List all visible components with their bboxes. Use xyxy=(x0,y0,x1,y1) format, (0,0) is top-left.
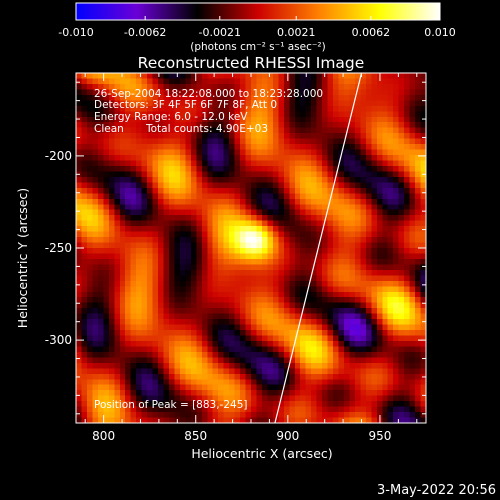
info-clean: Clean xyxy=(94,123,124,135)
heatmap-plot-area xyxy=(76,73,426,423)
info-detectors: Detectors: 3F 4F 5F 6F 7F 8F, Att 0 xyxy=(94,99,277,111)
info-block: 26-Sep-2004 18:22:08.000 to 18:23:28.000… xyxy=(94,88,323,135)
colorbar-tick-label: 0.0062 xyxy=(352,26,391,39)
y-tick-label: -250 xyxy=(45,241,72,255)
info-energy: Energy Range: 6.0 - 12.0 keV xyxy=(94,111,248,123)
colorbar xyxy=(75,2,441,21)
x-tick-label: 950 xyxy=(368,429,391,443)
x-tick-label: 800 xyxy=(92,429,115,443)
colorbar-tick-label: -0.010 xyxy=(58,26,93,39)
x-tick-label: 850 xyxy=(184,429,207,443)
y-tick-label: -200 xyxy=(45,149,72,163)
info-counts: Total counts: 4.90E+03 xyxy=(145,123,268,135)
colorbar-units-label: (photons cm⁻² s⁻¹ asec⁻²) xyxy=(190,41,325,53)
heatmap-image xyxy=(76,73,426,423)
info-time: 26-Sep-2004 18:22:08.000 to 18:23:28.000 xyxy=(94,88,323,100)
colorbar-ticks: -0.010 -0.0062 -0.0021 0.0021 0.0062 0.010 xyxy=(58,16,456,39)
colorbar-tick-label: -0.0021 xyxy=(199,26,241,39)
info-peak: Position of Peak = [883,-245] xyxy=(94,399,248,411)
y-axis-label: Heliocentric Y (arcsec) xyxy=(15,188,30,328)
colorbar-tick-label: -0.0062 xyxy=(124,26,166,39)
x-axis-label: Heliocentric X (arcsec) xyxy=(191,446,332,461)
axes: 800 850 900 950 -200 -250 -300 xyxy=(45,73,426,443)
colorbar-tick-label: 0.010 xyxy=(424,26,456,39)
x-tick-label: 900 xyxy=(276,429,299,443)
footer-date: 3-May-2022 20:56 xyxy=(377,483,496,498)
chart-title: Reconstructed RHESSI Image xyxy=(138,54,365,72)
limb-line xyxy=(274,73,363,423)
y-tick-label: -300 xyxy=(45,333,72,347)
colorbar-tick-label: 0.0021 xyxy=(277,26,316,39)
